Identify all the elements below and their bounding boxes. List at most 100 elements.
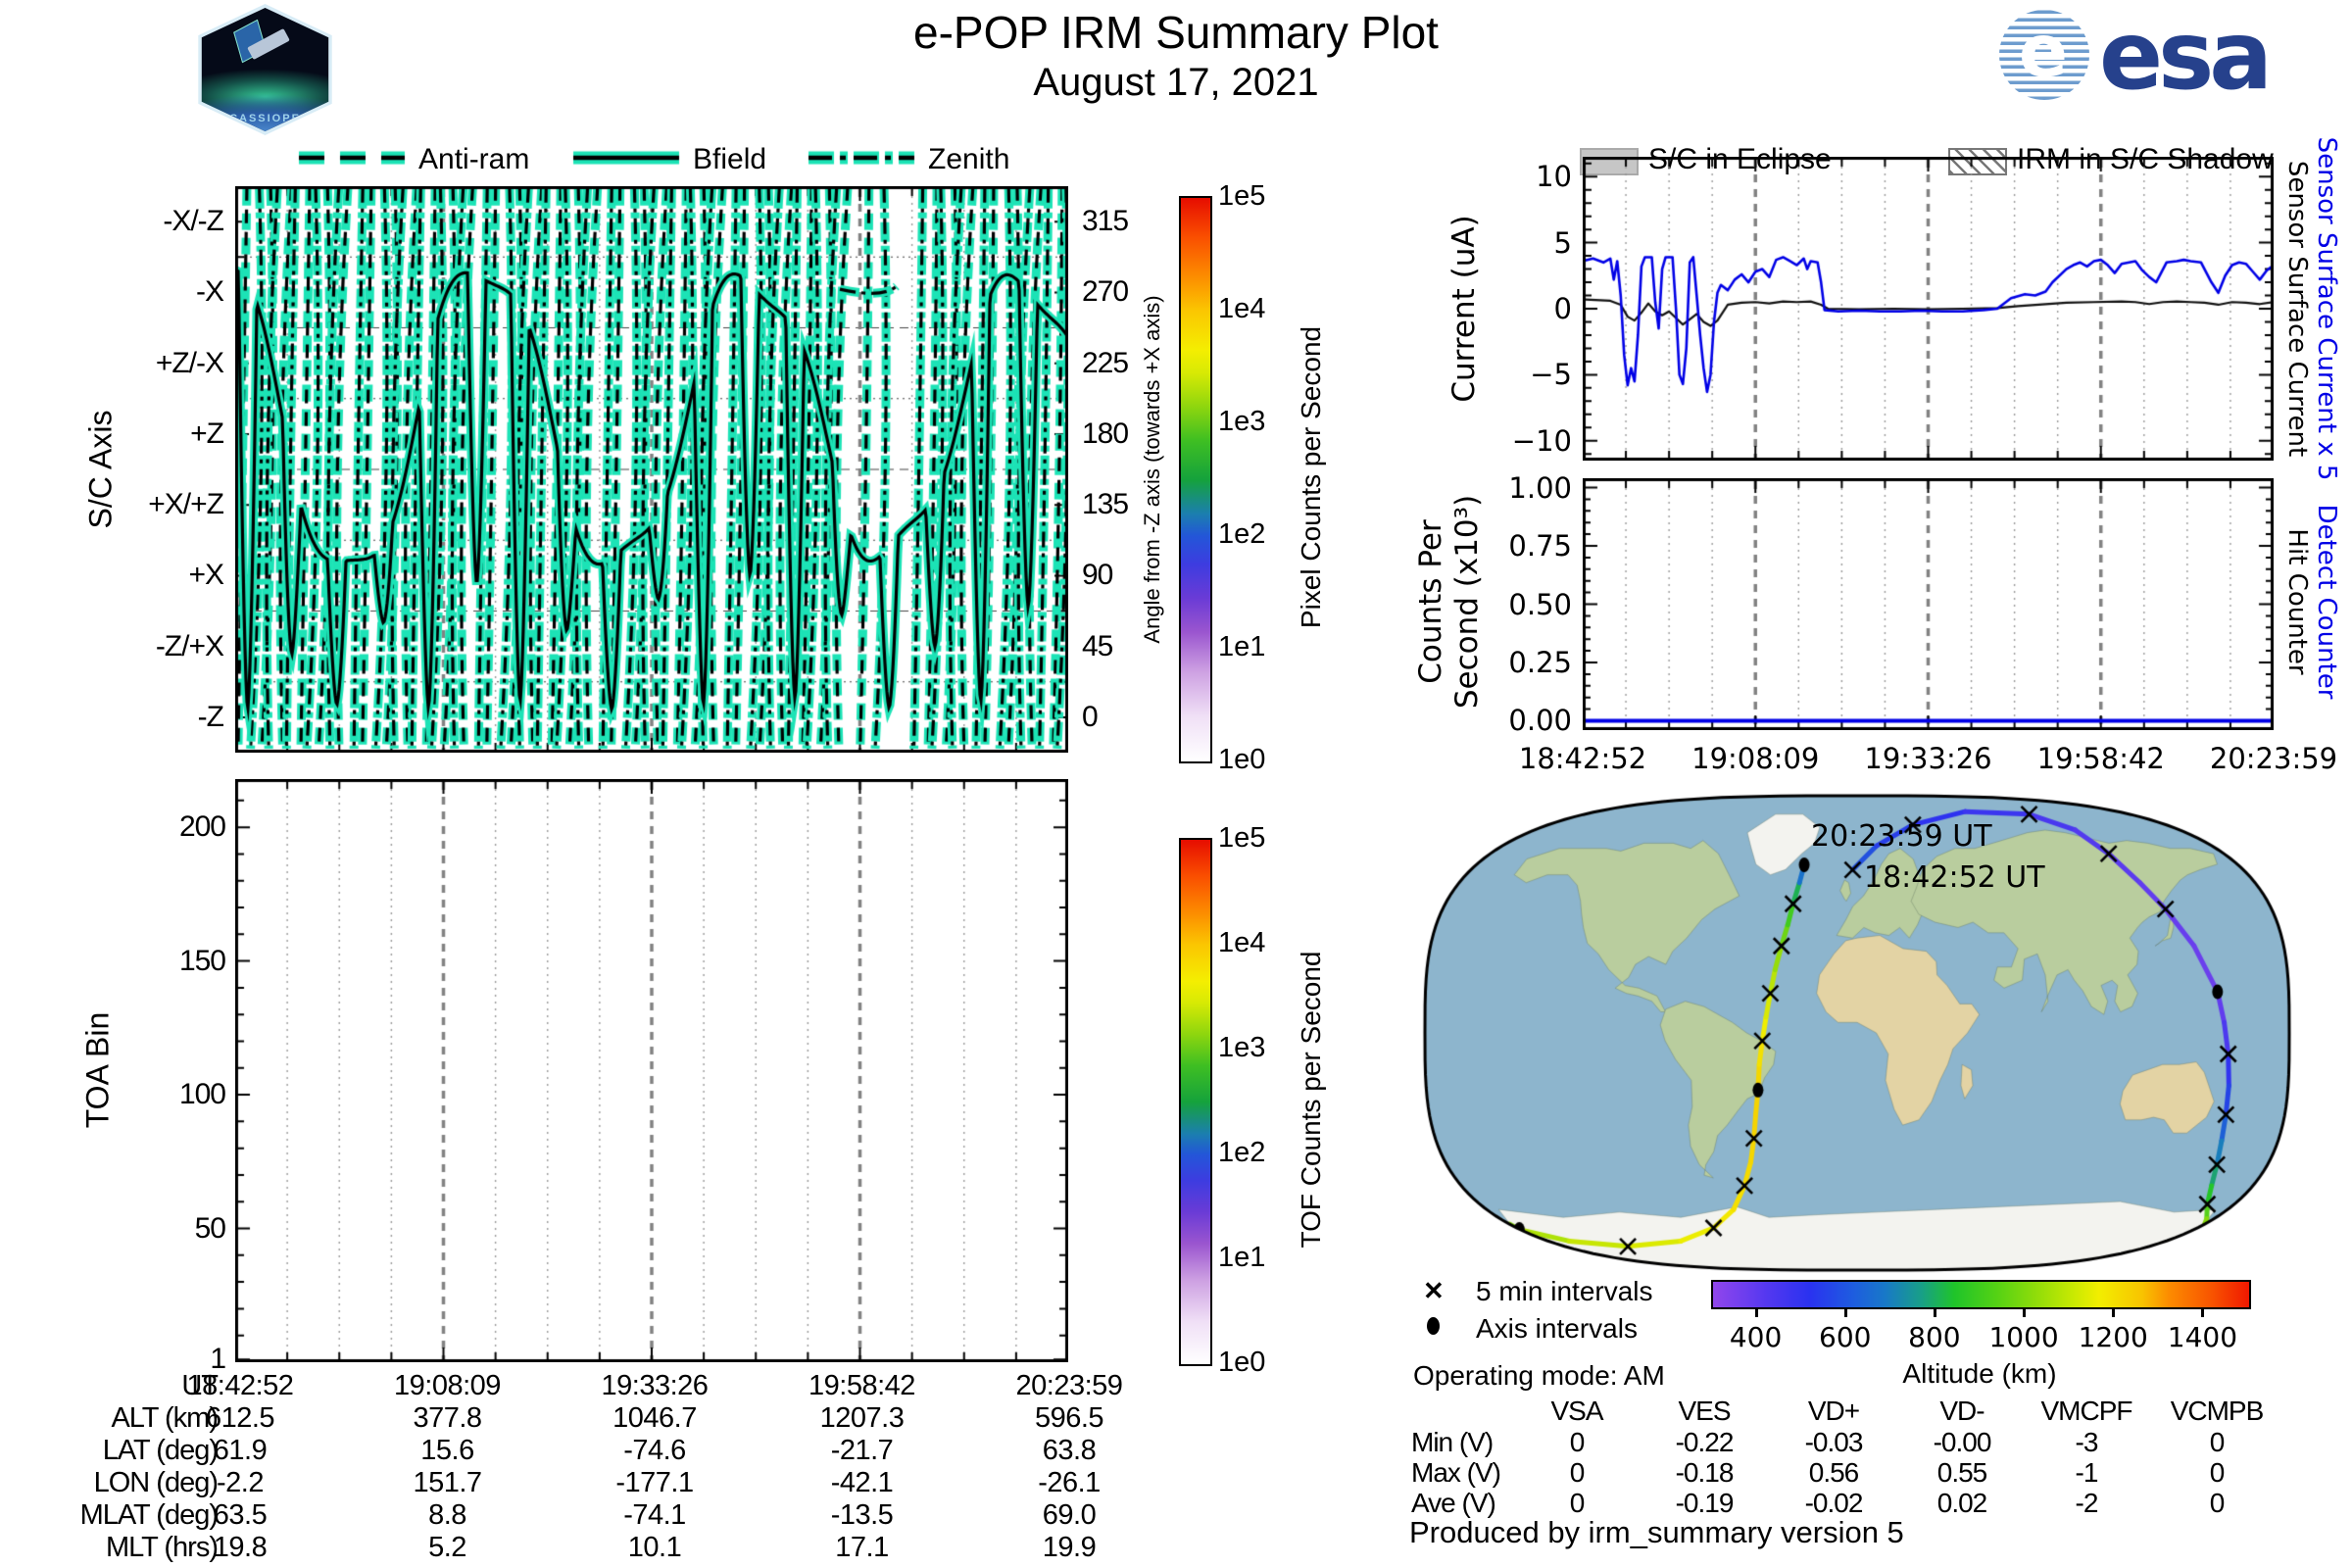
voltage-table-header: VCMPB <box>2170 1396 2265 1426</box>
altitude-tick-label: 1400 <box>2167 1321 2238 1353</box>
time-table-cell: 69.0 <box>1042 1499 1097 1531</box>
time-table-cell: 8.8 <box>428 1499 466 1531</box>
tof-colorbar-tick-label: 1e5 <box>1218 822 1266 854</box>
voltage-table-row-label: Ave (V) <box>1411 1488 1496 1518</box>
counts-plot <box>1583 478 2274 730</box>
voltage-table-cell: 0 <box>1569 1488 1586 1518</box>
time-table-cell: -42.1 <box>830 1467 894 1498</box>
legend-zenith-label: Zenith <box>928 143 1010 175</box>
time-table-cell: 19:58:42 <box>808 1370 915 1401</box>
voltage-table-header: VES <box>1678 1396 1731 1426</box>
voltage-table-cell: 0 <box>2209 1488 2226 1518</box>
time-table-row-label: UT <box>181 1370 219 1401</box>
sc-axis-ytick-label: +Z <box>190 416 224 450</box>
counts-ylabel-line2: Second (x10³) <box>1449 494 1485 710</box>
time-table-row-label: LON (deg) <box>93 1467 219 1498</box>
altitude-tick-label: 800 <box>1908 1321 1961 1353</box>
altitude-tick-mark <box>1933 1307 1936 1317</box>
cassiope-mission-patch: CASSIOPE <box>198 4 332 135</box>
cross-marker-icon: ✕ <box>1423 1276 1445 1305</box>
counts-ytick-label: 0.00 <box>1508 704 1572 738</box>
time-table-cell: -26.1 <box>1038 1467 1101 1498</box>
voltage-table-cell: -0.02 <box>1804 1488 1864 1518</box>
voltage-table-cell: 0.02 <box>1936 1488 1988 1518</box>
tof-colorbar-tick-label: 1e1 <box>1218 1242 1266 1273</box>
time-table-cell: 19.8 <box>213 1532 268 1563</box>
altitude-tick-label: 400 <box>1729 1321 1783 1353</box>
tof-colorbar-tick-label: 1e2 <box>1218 1137 1266 1168</box>
toa-ytick-label: 1 <box>210 1343 226 1376</box>
pixel-colorbar-tick-label: 1e4 <box>1218 293 1266 324</box>
right-plots-xtick-label: 19:33:26 <box>1864 742 1992 775</box>
toa-bin-plot <box>235 779 1068 1362</box>
right-plots-xtick-label: 19:08:09 <box>1691 742 1820 775</box>
tof-colorbar <box>1179 838 1212 1366</box>
sc-axis-ytick-label: +X <box>188 559 224 592</box>
voltage-table-cell: -0.18 <box>1675 1457 1735 1488</box>
time-table-cell: -13.5 <box>830 1499 894 1531</box>
time-table-cell: 20:23:59 <box>1015 1370 1123 1401</box>
sc-axis-ytick-label: +Z/-X <box>155 346 224 379</box>
sc-axis-right-tick-label: 45 <box>1082 629 1113 662</box>
dot-marker-label: Axis intervals <box>1476 1313 1638 1344</box>
time-table-cell: 63.5 <box>213 1499 268 1531</box>
pixel-colorbar-tick-label: 1e5 <box>1218 180 1266 212</box>
counts-right-label-blue: Detect Counter <box>2312 504 2341 700</box>
pixel-colorbar-tick-label: 1e2 <box>1218 518 1266 550</box>
time-table-cell: 612.5 <box>205 1402 275 1434</box>
altitude-colorbar <box>1711 1280 2251 1309</box>
ground-track-map <box>1421 792 2293 1274</box>
altitude-tick-mark <box>2201 1307 2205 1317</box>
sc-axis-right-tick-label: 315 <box>1082 205 1129 238</box>
esa-wordmark: esa <box>2099 1 2273 111</box>
time-table-row-label: ALT (km) <box>111 1402 219 1434</box>
legend-bfield-label: Bfield <box>693 143 767 175</box>
sc-axis-plot <box>235 186 1068 753</box>
time-table-cell: 151.7 <box>413 1467 482 1498</box>
current-plot <box>1583 157 2274 461</box>
voltage-table-cell: 0 <box>1569 1427 1586 1457</box>
dot-marker-icon <box>1427 1317 1440 1335</box>
current-right-label-black: Sensor Surface Current <box>2282 160 2312 458</box>
toa-ytick-label: 200 <box>178 810 226 844</box>
cross-marker-label: 5 min intervals <box>1476 1276 1653 1306</box>
time-table-cell: 1207.3 <box>819 1402 905 1434</box>
right-plots-xtick-label: 19:58:42 <box>2036 742 2165 775</box>
voltage-table-cell: -2 <box>2075 1488 2099 1518</box>
tof-colorbar-tick-label: 1e4 <box>1218 927 1266 958</box>
sc-axis-right-tick-label: 270 <box>1082 275 1129 309</box>
voltage-table-cell: 0 <box>2209 1427 2226 1457</box>
time-table-cell: -21.7 <box>830 1435 894 1466</box>
zenith-legend-sample-icon <box>807 147 916 169</box>
pixel-colorbar-tick-label: 1e1 <box>1218 631 1266 662</box>
voltage-table-header: VSA <box>1550 1396 1603 1426</box>
pixel-colorbar <box>1179 196 1212 763</box>
voltage-table-cell: -0.03 <box>1804 1427 1864 1457</box>
time-table-cell: -74.1 <box>623 1499 686 1531</box>
voltage-table-cell: -3 <box>2075 1427 2099 1457</box>
toa-ytick-label: 100 <box>178 1078 226 1111</box>
counts-ytick-label: 1.00 <box>1508 470 1572 505</box>
time-table-cell: 377.8 <box>413 1402 482 1434</box>
operating-mode-label: Operating mode: AM <box>1413 1360 1665 1391</box>
tof-colorbar-tick-label: 1e3 <box>1218 1032 1266 1063</box>
page-date: August 17, 2021 <box>1033 61 1319 104</box>
time-table-cell: -177.1 <box>615 1467 694 1498</box>
altitude-tick-label: 600 <box>1819 1321 1872 1353</box>
sc-axis-right-tick-label: 135 <box>1082 488 1129 521</box>
current-ytick-label: 10 <box>1536 160 1572 194</box>
counts-ytick-label: 0.50 <box>1508 587 1572 621</box>
map-start-time-label: 18:42:52 UT <box>1864 860 2045 895</box>
pixel-colorbar-tick-label: 1e0 <box>1218 744 1266 775</box>
toa-ytick-label: 50 <box>194 1211 226 1245</box>
time-table-cell: -2.2 <box>217 1467 264 1498</box>
voltage-table-cell: -0.22 <box>1675 1427 1735 1457</box>
voltage-table-cell: 0.56 <box>1808 1457 1860 1488</box>
sc-axis-ytick-label: +X/+Z <box>148 488 224 521</box>
sc-axis-right-tick-label: 225 <box>1082 346 1129 379</box>
time-table-cell: 19:33:26 <box>601 1370 709 1401</box>
time-table-row-label: LAT (deg) <box>102 1435 219 1466</box>
time-table-cell: 1046.7 <box>612 1402 697 1434</box>
current-ytick-label: 0 <box>1553 292 1572 325</box>
altitude-tick-mark <box>1843 1307 1847 1317</box>
